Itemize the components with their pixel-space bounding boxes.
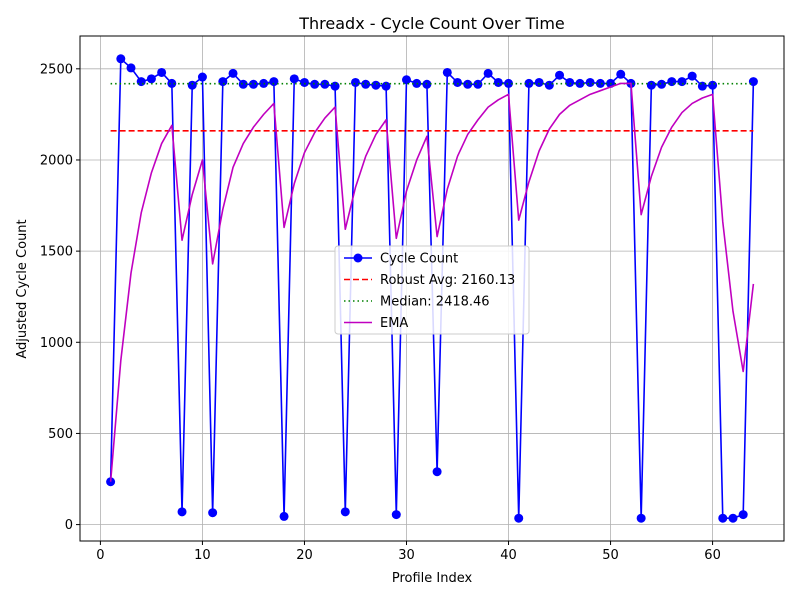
y-tick-label: 2500 <box>40 62 73 77</box>
data-point <box>208 508 218 518</box>
data-point <box>442 67 452 77</box>
data-point <box>146 74 156 84</box>
data-point <box>279 511 289 521</box>
data-point <box>361 79 371 89</box>
x-tick-label: 60 <box>704 548 721 563</box>
data-point <box>401 75 411 85</box>
data-point <box>738 510 748 520</box>
data-point <box>340 507 350 517</box>
x-tick-label: 40 <box>500 548 517 563</box>
data-point <box>493 77 503 87</box>
data-point <box>136 77 146 87</box>
chart-title: Threadx - Cycle Count Over Time <box>298 14 565 33</box>
x-tick-label: 50 <box>602 548 619 563</box>
data-point <box>555 70 565 80</box>
y-axis-title: Adjusted Cycle Count <box>15 219 30 358</box>
x-tick-label: 0 <box>96 548 104 563</box>
data-point <box>687 71 697 81</box>
data-point <box>330 81 340 91</box>
legend-marker <box>353 253 363 263</box>
legend-label: EMA <box>380 316 408 331</box>
data-point <box>289 74 299 84</box>
data-point <box>350 77 360 87</box>
legend-box <box>334 245 530 335</box>
plot-frame <box>79 35 785 542</box>
data-point <box>524 78 534 88</box>
data-point <box>310 79 320 89</box>
data-point <box>718 513 728 523</box>
data-point <box>585 77 595 87</box>
axis-ticks: 0 10 20 30 40 50 60 0 500 1000 1500 2000 2500 <box>40 62 721 563</box>
data-point <box>657 79 667 89</box>
data-point <box>116 54 126 64</box>
data-point <box>177 507 187 517</box>
legend-label: Median: 2418.46 <box>380 295 490 310</box>
x-tick-label: 10 <box>194 548 211 563</box>
data-point <box>544 80 554 90</box>
data-point <box>197 72 207 82</box>
data-point <box>748 77 758 87</box>
legend: Cycle Count Robust Avg: 2160.13 Median: 24… <box>334 245 530 335</box>
x-axis-title: Profile Index <box>392 571 473 586</box>
x-tick-label: 20 <box>296 548 313 563</box>
x-tick-label: 30 <box>398 548 415 563</box>
data-point <box>728 513 738 523</box>
data-point <box>504 78 514 88</box>
data-point <box>228 68 238 78</box>
data-point <box>677 77 687 87</box>
data-point <box>167 78 177 88</box>
data-point <box>238 79 248 89</box>
data-point <box>248 79 258 89</box>
data-point <box>646 80 656 90</box>
data-point <box>473 79 483 89</box>
data-point <box>463 79 473 89</box>
data-point <box>534 77 544 87</box>
data-point <box>514 513 524 523</box>
data-point <box>391 510 401 520</box>
data-point <box>432 467 442 477</box>
data-point <box>565 77 575 87</box>
y-tick-label: 1000 <box>40 336 73 351</box>
data-point <box>187 80 197 90</box>
data-point <box>708 80 718 90</box>
data-point <box>636 513 646 523</box>
y-tick-label: 2000 <box>40 153 73 168</box>
data-point <box>381 81 391 91</box>
data-point <box>157 67 167 77</box>
data-point <box>667 77 677 87</box>
legend-label: Robust Avg: 2160.13 <box>380 273 515 288</box>
y-tick-label: 1500 <box>40 245 73 260</box>
data-point <box>595 78 605 88</box>
data-point <box>371 80 381 90</box>
data-point <box>218 77 228 87</box>
y-tick-label: 0 <box>65 518 73 533</box>
data-point <box>320 79 330 89</box>
data-point <box>616 69 626 79</box>
data-point <box>126 63 136 73</box>
data-point <box>299 77 309 87</box>
legend-label: Cycle Count <box>380 252 458 267</box>
data-point <box>483 68 493 78</box>
series-line-3 <box>109 82 755 482</box>
data-point <box>269 77 279 87</box>
data-point <box>453 77 463 87</box>
y-tick-label: 500 <box>48 427 73 442</box>
